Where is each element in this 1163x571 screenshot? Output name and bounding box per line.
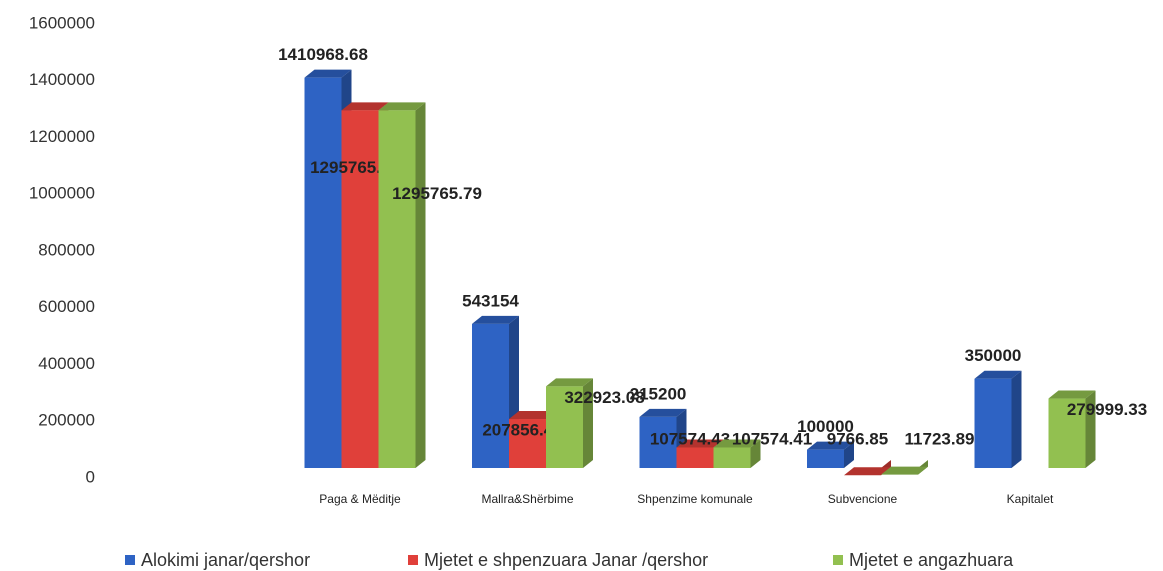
bar-top	[713, 439, 761, 448]
bar-front	[676, 447, 714, 468]
value-label: 107574.41	[732, 429, 812, 448]
value-label: 107574.43	[650, 429, 730, 448]
bar-front	[713, 447, 751, 468]
bar	[844, 460, 891, 476]
legend-swatch	[408, 555, 418, 565]
bar-front	[639, 416, 677, 468]
y-tick-label: 400000	[38, 354, 95, 373]
bar	[807, 441, 854, 468]
value-label: 543154	[462, 291, 519, 310]
bar	[639, 408, 687, 468]
y-tick-label: 1200000	[29, 127, 95, 146]
bar-front	[472, 323, 509, 468]
value-label: 215200	[630, 384, 687, 403]
bar-top	[509, 411, 556, 420]
legend-swatch	[125, 555, 135, 565]
bar-top	[304, 69, 352, 78]
y-tick-label: 0	[86, 467, 95, 486]
value-label: 350000	[965, 346, 1022, 365]
bar-front	[807, 449, 844, 468]
value-label: 100000	[797, 417, 854, 436]
legend-swatch	[833, 555, 843, 565]
y-tick-label: 600000	[38, 297, 95, 316]
bar-top	[1048, 390, 1096, 399]
bar-side	[583, 378, 593, 468]
bar-top	[472, 315, 519, 324]
bar-side	[844, 441, 854, 468]
bar-top	[807, 441, 854, 450]
legend-label: Mjetet e shpenzuara Janar /qershor	[424, 550, 708, 570]
y-tick-label: 1600000	[29, 13, 95, 32]
bar-front	[974, 378, 1012, 468]
legend-label: Alokimi janar/qershor	[141, 550, 310, 570]
value-label: 1295765.79	[310, 158, 400, 177]
bar-side	[750, 439, 761, 468]
bar	[378, 102, 426, 469]
x-tick-label: Paga & Mëditje	[319, 492, 401, 506]
bar-side	[415, 102, 426, 469]
value-label: 279999.33	[1067, 400, 1147, 419]
bar	[713, 439, 761, 468]
y-tick-label: 1000000	[29, 184, 95, 203]
bar-front	[378, 110, 416, 469]
bar	[546, 378, 593, 468]
bar-top	[881, 466, 928, 475]
y-tick-label: 1400000	[29, 70, 95, 89]
bar-top	[546, 378, 593, 387]
x-tick-label: Kapitalet	[1007, 492, 1054, 506]
bar	[1048, 390, 1096, 468]
y-tick-label: 200000	[38, 411, 95, 430]
bar	[881, 460, 928, 475]
bar-side	[1011, 370, 1022, 468]
bar-top	[639, 408, 687, 417]
x-tick-label: Mallra&Shërbime	[481, 492, 573, 506]
bar-top	[844, 467, 891, 476]
value-label: 1410968.68	[278, 45, 368, 64]
bar-front	[304, 77, 342, 468]
bar-top	[378, 102, 426, 111]
bar-side	[1085, 390, 1096, 468]
value-label: 322923.08	[564, 388, 644, 407]
value-label: 9766.85	[827, 429, 888, 448]
bar-top	[341, 102, 389, 111]
bar-front	[546, 386, 583, 468]
legend-label: Mjetet e angazhuara	[849, 550, 1014, 570]
bar-top	[676, 439, 724, 448]
bar-front	[509, 419, 546, 468]
value-label: 11723.89	[905, 429, 975, 448]
y-tick-label: 800000	[38, 240, 95, 259]
bar-top	[974, 370, 1022, 379]
x-tick-label: Shpenzime komunale	[637, 492, 753, 506]
bar	[974, 370, 1022, 468]
bar-front	[341, 110, 379, 469]
value-label: 1295765.79	[392, 184, 482, 203]
value-label: 207856.43	[482, 421, 562, 440]
bar-front	[1048, 398, 1086, 468]
x-tick-label: Subvencione	[828, 492, 898, 506]
